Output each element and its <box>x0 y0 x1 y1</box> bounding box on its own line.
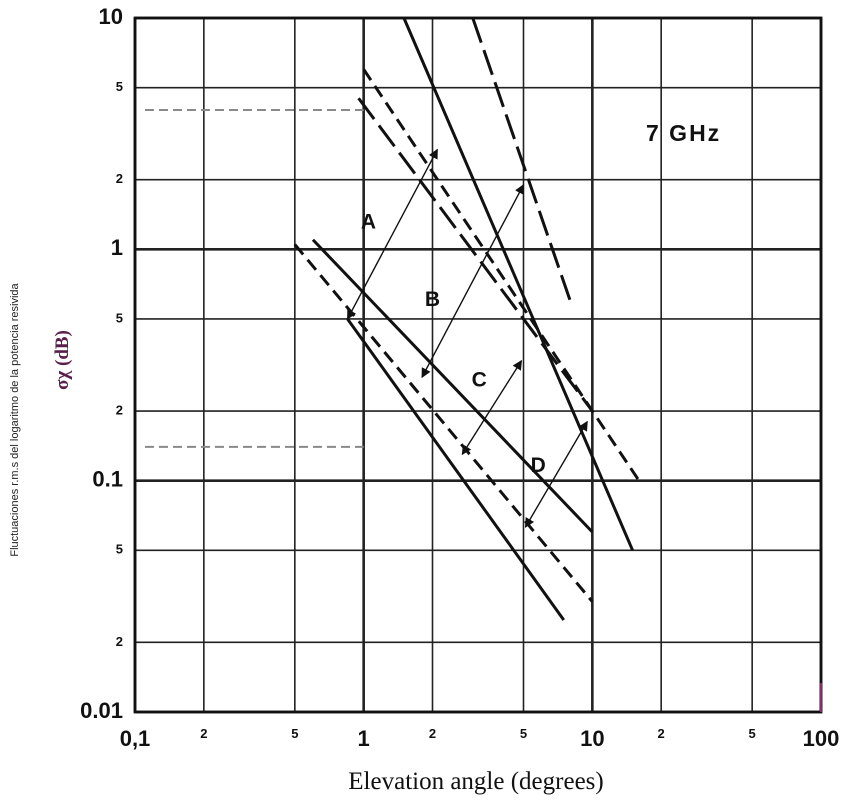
series-line <box>471 17 572 302</box>
y-tick-label: 2 <box>116 171 123 186</box>
range-arrow-label: B <box>425 288 440 311</box>
series-line <box>311 238 594 534</box>
range-arrow <box>524 420 588 528</box>
x-tick-label: 1 <box>358 726 370 751</box>
y-tick-label: 2 <box>116 402 123 417</box>
series-line <box>362 68 641 482</box>
frequency-annotation: 7 GHz <box>646 120 721 146</box>
range-arrows: A B C D <box>346 148 588 528</box>
range-arrow-label: A <box>361 211 376 234</box>
x-tick-label: 5 <box>749 726 756 741</box>
range-arrow <box>346 148 438 320</box>
x-tick-label: 100 <box>803 726 840 751</box>
range-arrow <box>421 183 525 379</box>
x-tick-label: 5 <box>291 726 298 741</box>
range-arrow-label: D <box>531 454 546 477</box>
y-tick-label: 10 <box>99 4 123 29</box>
x-tick-label: 5 <box>520 726 527 741</box>
y-tick-label: 2 <box>116 634 123 649</box>
plot-frame <box>133 16 823 714</box>
tick-labels: 0,1 2 5 1 2 5 10 2 5 100 0.01 2 5 0.1 2 5 1 2 5 10 <box>80 4 839 751</box>
y-tick-label: 0.1 <box>92 466 123 491</box>
y-axis-note: Fluctuaciones r.m.s del logaritmo de la … <box>9 282 21 556</box>
x-tick-label: 2 <box>429 726 436 741</box>
x-axis-label: Elevation angle (degrees) <box>348 768 603 795</box>
x-tick-label: 2 <box>658 726 665 741</box>
reference-lines <box>145 109 364 448</box>
y-tick-label: 5 <box>116 79 123 94</box>
y-tick-label: 5 <box>116 310 123 325</box>
x-tick-label: 10 <box>580 726 604 751</box>
range-arrow-label: C <box>472 368 487 391</box>
x-tick-label: 0,1 <box>120 726 151 751</box>
series-line <box>293 243 594 603</box>
y-axis-label: σχ (dB) <box>52 330 73 390</box>
series-line <box>357 97 594 412</box>
range-arrow <box>461 359 523 456</box>
series-line <box>346 318 565 621</box>
x-tick-label: 2 <box>200 726 207 741</box>
y-tick-label: 1 <box>111 235 123 260</box>
series-line <box>402 17 634 551</box>
y-tick-label: 0.01 <box>80 698 123 723</box>
y-tick-label: 5 <box>116 542 123 557</box>
